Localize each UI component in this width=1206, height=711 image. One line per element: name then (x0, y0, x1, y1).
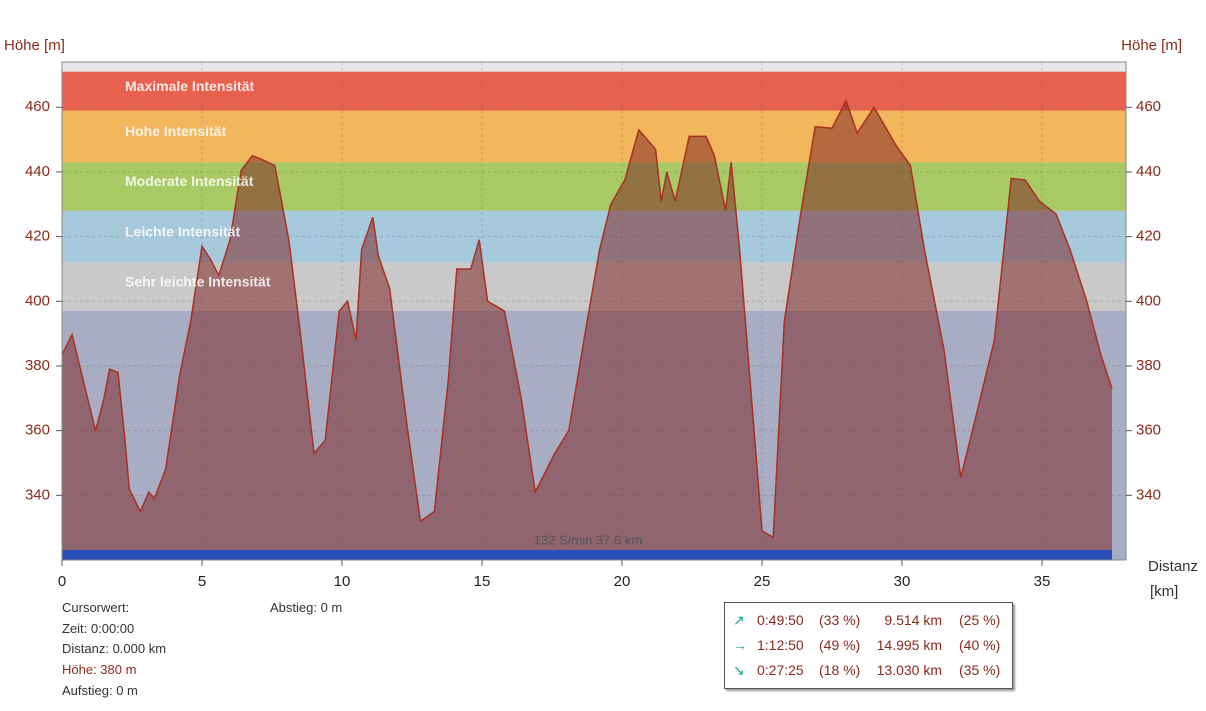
x-tick-label: 20 (614, 573, 631, 590)
y-tick-label: 440 (25, 163, 50, 180)
zone-label: Leichte Intensität (125, 223, 240, 239)
pct: (18 %) (819, 662, 861, 678)
pct: (33 %) (819, 612, 861, 628)
dist: 14.995 km (876, 637, 942, 653)
y2-tick-label: 380 (1136, 357, 1161, 374)
arrow-up: ↗ (733, 612, 745, 628)
x-tick-label: 15 (474, 573, 491, 590)
x-tick-label: 25 (754, 573, 771, 590)
pct: (49 %) (819, 637, 861, 653)
dist: 13.030 km (876, 662, 942, 678)
y2-tick-label: 340 (1136, 486, 1161, 503)
x-tick-label: 10 (334, 573, 351, 590)
y2-axis-label: Höhe [m] (1121, 37, 1182, 54)
stats-row: → 1:12:50 (49 %) 14.995 km (40 %) (725, 637, 1012, 657)
time: 1:12:50 (757, 637, 804, 653)
zone (62, 71, 1126, 111)
zone-label: Moderate Intensität (125, 173, 254, 189)
pct: (40 %) (959, 637, 1001, 653)
cursor-heading: Cursorwert: (62, 600, 130, 615)
x-tick-label: 0 (58, 573, 66, 590)
y-tick-label: 380 (25, 357, 50, 374)
arrow-down: ↘ (733, 662, 745, 678)
cursor-height: Höhe: 380 m (62, 662, 137, 677)
y2-tick-label: 360 (1136, 422, 1161, 439)
y-tick-label: 400 (25, 292, 50, 309)
plot-frame (61, 61, 1127, 561)
y-tick-label: 360 (25, 422, 50, 439)
cursor-time: Zeit: 0:00:00 (62, 621, 135, 636)
stats-row: ↗ 0:49:50 (33 %) 9.514 km (25 %) (725, 612, 1012, 632)
x-tick-label: 5 (198, 573, 206, 590)
line (61, 98, 1113, 539)
stats-row: ↘ 0:27:25 (18 %) 13.030 km (35 %) (725, 662, 1012, 682)
cursor-descent: Abstieg: 0 m (270, 600, 343, 615)
zone-label: Sehr leichte Intensität (125, 273, 271, 289)
x-axis-label: Distanz (1148, 558, 1198, 575)
chart: Höhe [m] Höhe [m] Distanz [km] Sehr leic… (4, 37, 1198, 600)
x-tick-label: 35 (1034, 573, 1051, 590)
arrow-flat: → (733, 637, 747, 653)
annotation: 132 S/min 37.6 km (534, 532, 642, 547)
area (62, 100, 1112, 561)
stats-box: ↗ 0:49:50 (33 %) 9.514 km (25 %) → 1:12:50 (49… (724, 602, 1013, 689)
cursor-distance: Distanz: 0.000 km (62, 641, 167, 656)
y-tick-label: 340 (25, 486, 50, 503)
y-tick-label: 420 (25, 228, 50, 245)
y2-tick-label: 440 (1136, 163, 1161, 180)
y-tick-label: 460 (25, 98, 50, 115)
x-axis-unit: [km] (1150, 583, 1178, 600)
y-axis-label: Höhe [m] (4, 37, 65, 54)
zone (62, 110, 1126, 163)
time: 0:49:50 (757, 612, 804, 628)
dist: 9.514 km (884, 612, 942, 628)
time: 0:27:25 (757, 662, 804, 678)
pct: (25 %) (959, 612, 1001, 628)
cursor-ascent: Aufstieg: 0 m (62, 683, 138, 698)
x-tick-label: 30 (894, 573, 911, 590)
y2-tick-label: 400 (1136, 292, 1161, 309)
zone-label: Hohe Intensität (125, 123, 226, 139)
y2-tick-label: 420 (1136, 228, 1161, 245)
zone-label: Maximale Intensität (125, 78, 254, 94)
pct: (35 %) (959, 662, 1001, 678)
y2-tick-label: 460 (1136, 98, 1161, 115)
bottom-bar (62, 550, 1112, 560)
